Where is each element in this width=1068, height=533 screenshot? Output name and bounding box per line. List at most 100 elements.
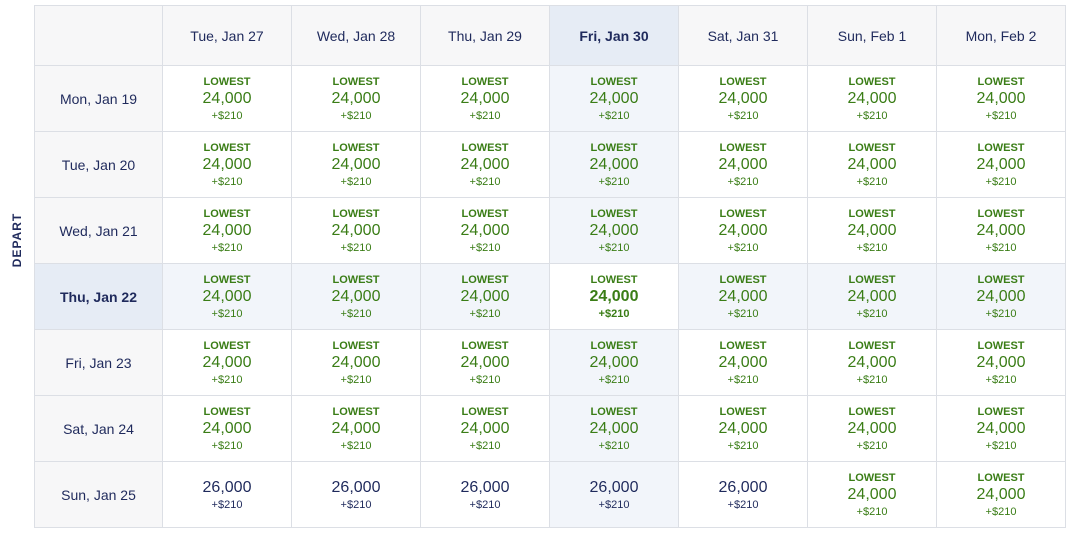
fare-cell[interactable]: LOWEST 24,000 +$210 <box>807 395 937 462</box>
fee-value: +$210 <box>727 439 759 452</box>
lowest-tag: LOWEST <box>719 207 767 220</box>
fare-cell[interactable]: LOWEST 24,000 +$210 <box>678 131 808 198</box>
fare-cell[interactable]: LOWEST 24,000 +$210 <box>678 197 808 264</box>
points-value: 24,000 <box>976 287 1026 305</box>
fare-cell[interactable]: LOWEST 24,000 +$210 <box>807 197 937 264</box>
lowest-tag: LOWEST <box>203 207 251 220</box>
fee-value: +$210 <box>598 498 630 511</box>
fare-cell[interactable]: LOWEST 24,000 +$210 <box>678 65 808 132</box>
points-value: 24,000 <box>331 221 381 239</box>
lowest-tag: LOWEST <box>977 471 1025 484</box>
lowest-tag: LOWEST <box>332 405 380 418</box>
fare-cell[interactable]: LOWEST 24,000 +$210 <box>291 395 421 462</box>
fare-calendar-grid: Tue, Jan 27 Wed, Jan 28 Thu, Jan 29 Fri,… <box>34 5 1066 528</box>
lowest-tag: LOWEST <box>977 339 1025 352</box>
lowest-tag: LOWEST <box>719 75 767 88</box>
fare-cell[interactable]: LOWEST 24,000 +$210 <box>291 65 421 132</box>
fee-value: +$210 <box>727 307 759 320</box>
points-value: 26,000 <box>718 478 768 496</box>
fare-cell[interactable]: LOWEST 24,000 +$210 <box>420 131 550 198</box>
fare-cell[interactable]: LOWEST 24,000 +$210 <box>291 329 421 396</box>
fare-cell[interactable]: LOWEST 24,000 +$210 <box>162 65 292 132</box>
fee-value: +$210 <box>985 175 1017 188</box>
fare-cell[interactable]: LOWEST 24,000 +$210 <box>549 395 679 462</box>
lowest-tag: LOWEST <box>590 339 638 352</box>
fare-cell[interactable]: LOWEST 24,000 +$210 <box>678 263 808 330</box>
lowest-tag: LOWEST <box>203 405 251 418</box>
fare-cell[interactable]: LOWEST 24,000 +$210 <box>549 197 679 264</box>
fare-cell[interactable]: LOWEST 24,000 +$210 <box>291 197 421 264</box>
depart-axis-text: DEPART <box>10 212 25 268</box>
fee-value: +$210 <box>985 373 1017 386</box>
points-value: 24,000 <box>331 419 381 437</box>
fare-cell[interactable]: LOWEST 24,000 +$210 <box>678 395 808 462</box>
fare-cell[interactable]: 26,000 +$210 <box>549 461 679 528</box>
fare-cell[interactable]: LOWEST 24,000 +$210 <box>420 263 550 330</box>
points-value: 24,000 <box>847 287 897 305</box>
fare-cell-selected[interactable]: LOWEST 24,000 +$210 <box>549 263 679 330</box>
lowest-tag: LOWEST <box>332 141 380 154</box>
fare-cell[interactable]: LOWEST 24,000 +$210 <box>162 329 292 396</box>
points-value: 24,000 <box>202 89 252 107</box>
fare-cell[interactable]: 26,000 +$210 <box>420 461 550 528</box>
points-value: 24,000 <box>976 155 1026 173</box>
fare-cell[interactable]: LOWEST 24,000 +$210 <box>549 131 679 198</box>
fare-cell[interactable]: LOWEST 24,000 +$210 <box>807 329 937 396</box>
fare-cell[interactable]: LOWEST 24,000 +$210 <box>936 65 1066 132</box>
fee-value: +$210 <box>856 241 888 254</box>
fare-cell[interactable]: LOWEST 24,000 +$210 <box>807 131 937 198</box>
fare-cell[interactable]: LOWEST 24,000 +$210 <box>807 65 937 132</box>
lowest-tag: LOWEST <box>977 207 1025 220</box>
fee-value: +$210 <box>856 505 888 518</box>
lowest-tag: LOWEST <box>590 207 638 220</box>
fee-value: +$210 <box>469 175 501 188</box>
points-value: 24,000 <box>976 419 1026 437</box>
column-header: Mon, Feb 2 <box>936 5 1066 66</box>
points-value: 24,000 <box>202 353 252 371</box>
fare-cell[interactable]: 26,000 +$210 <box>291 461 421 528</box>
points-value: 24,000 <box>589 155 639 173</box>
fare-cell[interactable]: LOWEST 24,000 +$210 <box>420 197 550 264</box>
fare-cell[interactable]: LOWEST 24,000 +$210 <box>420 395 550 462</box>
fee-value: +$210 <box>727 109 759 122</box>
fee-value: +$210 <box>985 241 1017 254</box>
fare-row: Thu, Jan 22 LOWEST 24,000 +$210 LOWEST 24,000… <box>34 263 1066 330</box>
lowest-tag: LOWEST <box>590 75 638 88</box>
fare-cell[interactable]: LOWEST 24,000 +$210 <box>807 461 937 528</box>
lowest-tag: LOWEST <box>719 405 767 418</box>
lowest-tag: LOWEST <box>461 405 509 418</box>
fare-cell[interactable]: LOWEST 24,000 +$210 <box>162 131 292 198</box>
fee-value: +$210 <box>985 109 1017 122</box>
fee-value: +$210 <box>856 307 888 320</box>
fare-cell[interactable]: LOWEST 24,000 +$210 <box>936 329 1066 396</box>
fare-cell[interactable]: LOWEST 24,000 +$210 <box>162 197 292 264</box>
fare-cell[interactable]: 26,000 +$210 <box>162 461 292 528</box>
points-value: 24,000 <box>976 353 1026 371</box>
row-header: Fri, Jan 23 <box>34 329 163 396</box>
points-value: 26,000 <box>460 478 510 496</box>
lowest-tag: LOWEST <box>590 273 638 286</box>
fare-cell[interactable]: LOWEST 24,000 +$210 <box>291 263 421 330</box>
fare-cell[interactable]: LOWEST 24,000 +$210 <box>936 197 1066 264</box>
fare-cell[interactable]: LOWEST 24,000 +$210 <box>678 329 808 396</box>
fare-cell[interactable]: LOWEST 24,000 +$210 <box>162 395 292 462</box>
fare-cell[interactable]: LOWEST 24,000 +$210 <box>807 263 937 330</box>
fee-value: +$210 <box>598 373 630 386</box>
points-value: 24,000 <box>460 419 510 437</box>
fare-cell[interactable]: 26,000 +$210 <box>678 461 808 528</box>
fee-value: +$210 <box>727 241 759 254</box>
points-value: 24,000 <box>460 287 510 305</box>
points-value: 24,000 <box>331 89 381 107</box>
fare-cell[interactable]: LOWEST 24,000 +$210 <box>936 131 1066 198</box>
fare-cell[interactable]: LOWEST 24,000 +$210 <box>291 131 421 198</box>
fare-cell[interactable]: LOWEST 24,000 +$210 <box>936 263 1066 330</box>
fee-value: +$210 <box>856 439 888 452</box>
fare-cell[interactable]: LOWEST 24,000 +$210 <box>549 65 679 132</box>
fare-cell[interactable]: LOWEST 24,000 +$210 <box>420 329 550 396</box>
fare-cell[interactable]: LOWEST 24,000 +$210 <box>549 329 679 396</box>
fare-cell[interactable]: LOWEST 24,000 +$210 <box>420 65 550 132</box>
fare-cell[interactable]: LOWEST 24,000 +$210 <box>936 461 1066 528</box>
fare-cell[interactable]: LOWEST 24,000 +$210 <box>162 263 292 330</box>
lowest-tag: LOWEST <box>203 75 251 88</box>
fare-cell[interactable]: LOWEST 24,000 +$210 <box>936 395 1066 462</box>
